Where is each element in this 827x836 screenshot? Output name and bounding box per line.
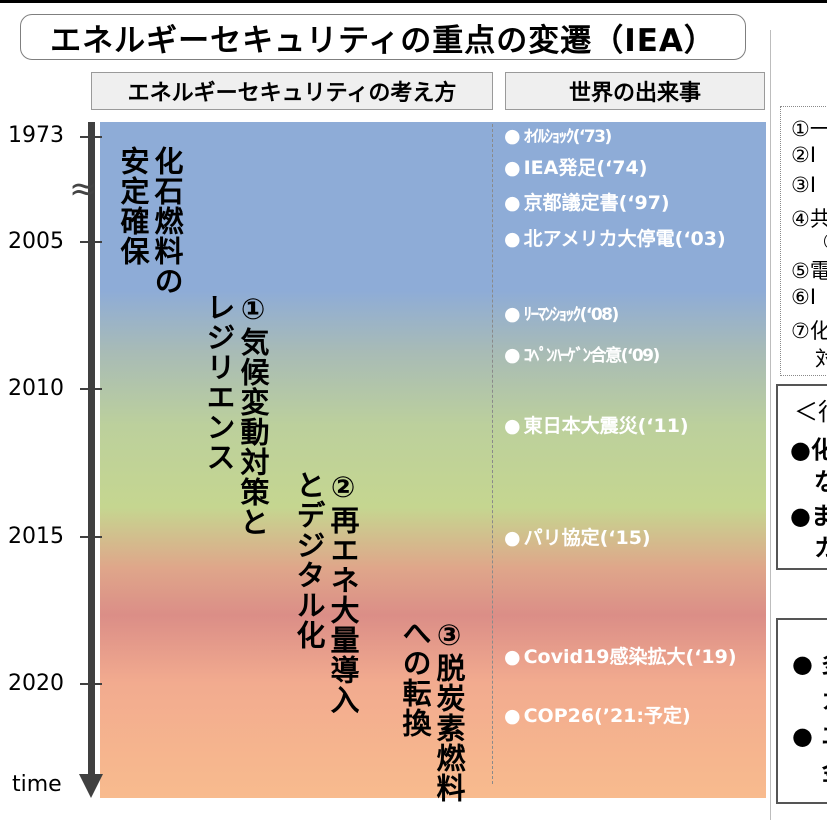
event-great-east-japan-earthquake: ● 東日本大震災(‘11) [504, 414, 689, 438]
box1-heading: ＜行 [794, 398, 827, 426]
phase-decarbonized-fuel: ③脱炭素燃料 への転換 [398, 618, 466, 803]
events-dashed-line [492, 124, 493, 784]
timeline-gradient-band [100, 122, 766, 798]
header-world-events-label: 世界の出来事 [568, 81, 701, 106]
tick-1973 [80, 136, 102, 138]
header-concepts: エネルギーセキュリティの考え方 [91, 72, 493, 110]
box1-line: カ [814, 528, 827, 563]
event-northeast-blackout: ● 北アメリカ大停電(‘03) [504, 227, 726, 251]
event-label: 京都議定書(‘97) [523, 192, 670, 214]
year-label-2020: 2020 [8, 671, 64, 696]
side-panel-numbered-list: ①一 ②I ③I ④共 （ ⑤電 ⑥I ⑦化 対 [780, 106, 827, 376]
year-label-2010: 2010 [8, 376, 64, 401]
bullet-icon: ● [504, 646, 521, 668]
side-panel-box-1: ＜行 ●化 な ●ま カ [776, 384, 827, 570]
event-kyoto-protocol: ● 京都議定書(‘97) [504, 191, 670, 215]
header-concepts-label: エネルギーセキュリティの考え方 [127, 81, 457, 106]
event-label: パリ協定(‘15) [523, 527, 651, 549]
list-item: ⑤電 [791, 259, 827, 283]
timeline-arrow-icon [79, 774, 103, 798]
list-item: ③I [791, 173, 817, 197]
box1-line: ●ま [790, 502, 827, 530]
event-covid19: ● Covid19感染拡大(‘19) [504, 645, 737, 669]
page-title-text: エネルギーセキュリティの重点の変遷（IEA） [50, 22, 716, 59]
side-panel-box-2: ● 多 ガ ● エ 金 [776, 618, 827, 804]
year-label-2015: 2015 [8, 524, 64, 549]
list-item: （ [815, 235, 827, 250]
bullet-icon: ● [504, 192, 521, 214]
event-copenhagen-accord: ● ｺﾍﾟﾝﾊｰｹﾞﾝ合意(‘09) [504, 343, 661, 368]
event-label: COP26(’21:予定) [523, 705, 691, 727]
bullet-icon: ● [504, 303, 521, 325]
page-title: エネルギーセキュリティの重点の変遷（IEA） [20, 14, 746, 60]
box2-line: ガ [822, 680, 827, 715]
year-label-1973: 1973 [8, 123, 64, 148]
event-oil-shock: ● ｵｲﾙｼｮｯｸ(‘73) [504, 124, 613, 149]
phase-renewables-digital: ②再エネ大量導入 とデジタル化 [292, 470, 360, 715]
event-paris-agreement: ● パリ協定(‘15) [504, 526, 651, 550]
axis-time-label: time [12, 772, 62, 797]
event-label: Covid19感染拡大(‘19) [523, 646, 737, 668]
timeline-axis [88, 122, 95, 778]
box1-line: な [814, 462, 827, 497]
tick-2005 [80, 241, 102, 243]
bullet-icon: ● [504, 344, 521, 366]
box2-line: ● エ [792, 722, 827, 750]
list-item: ②I [791, 143, 817, 167]
tick-2020 [80, 683, 102, 685]
bullet-icon: ● [504, 125, 521, 147]
list-item: ①一 [791, 117, 827, 141]
phase-fossil-fuel: 化石燃料の 安定確保 [116, 146, 184, 296]
bullet-icon: ● [504, 157, 521, 179]
phase-climate-resilience: ①気候変動対策と レジリエンス [202, 292, 270, 537]
top-rule [0, 0, 827, 3]
event-label: 東日本大震災(‘11) [523, 415, 689, 437]
box2-line: 金 [822, 752, 827, 787]
event-label: IEA発足(‘74) [523, 157, 648, 179]
event-label: ｵｲﾙｼｮｯｸ(‘73) [523, 127, 613, 147]
event-label: 北アメリカ大停電(‘03) [523, 228, 726, 250]
axis-break-icon: ≈ [69, 169, 98, 209]
event-label: ﾘｰﾏﾝｼｮｯｸ(‘08) [523, 305, 620, 325]
bullet-icon: ● [504, 527, 521, 549]
list-item: ⑦化 [791, 319, 827, 343]
bullet-icon: ● [504, 415, 521, 437]
event-label: ｺﾍﾟﾝﾊｰｹﾞﾝ合意(‘09) [523, 346, 661, 366]
box2-line: ● 多 [792, 650, 827, 678]
year-label-2005: 2005 [8, 229, 64, 254]
bullet-icon: ● [504, 705, 521, 727]
list-item: ④共 [791, 207, 827, 231]
event-iea-founded: ● IEA発足(‘74) [504, 156, 647, 180]
tick-2015 [80, 536, 102, 538]
event-lehman-shock: ● ﾘｰﾏﾝｼｮｯｸ(‘08) [504, 302, 620, 327]
header-world-events: 世界の出来事 [505, 72, 765, 110]
event-cop26: ● COP26(’21:予定) [504, 704, 691, 728]
box1-line: ●化 [790, 436, 827, 464]
tick-2010 [80, 388, 102, 390]
right-divider [770, 30, 771, 820]
list-item: 対 [815, 343, 827, 373]
list-item: ⑥I [791, 285, 817, 309]
bullet-icon: ● [504, 228, 521, 250]
